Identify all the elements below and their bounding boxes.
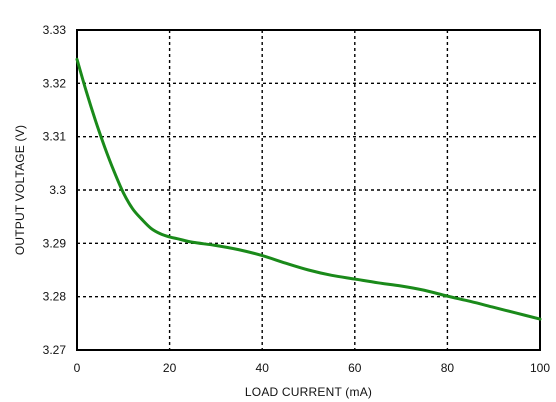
y-tick-label: 3.3 [49, 183, 66, 197]
y-tick-label: 3.32 [43, 76, 67, 90]
y-tick-label: 3.28 [43, 290, 67, 304]
y-tick-label: 3.27 [43, 343, 67, 357]
x-tick-label: 80 [441, 361, 455, 375]
series-line [75, 57, 542, 321]
y-tick-labels: 3.33 3.32 3.31 3.3 3.29 3.28 3.27 [43, 23, 67, 357]
y-tick-label: 3.29 [43, 236, 67, 250]
x-tick-label: 0 [74, 361, 81, 375]
series-layer [75, 57, 542, 321]
x-tick-label: 60 [348, 361, 362, 375]
y-axis-label: OUTPUT VOLTAGE (V) [13, 125, 27, 255]
x-axis-label: LOAD CURRENT (mA) [245, 385, 372, 399]
plot-area-frame [76, 29, 541, 351]
x-tick-label: 40 [256, 361, 270, 375]
y-tick-label: 3.31 [43, 130, 67, 144]
x-tick-label: 100 [530, 361, 550, 375]
x-tick-label: 20 [163, 361, 177, 375]
x-tick-labels: 0 20 40 60 80 100 [74, 361, 551, 375]
y-tick-label: 3.33 [43, 23, 67, 37]
